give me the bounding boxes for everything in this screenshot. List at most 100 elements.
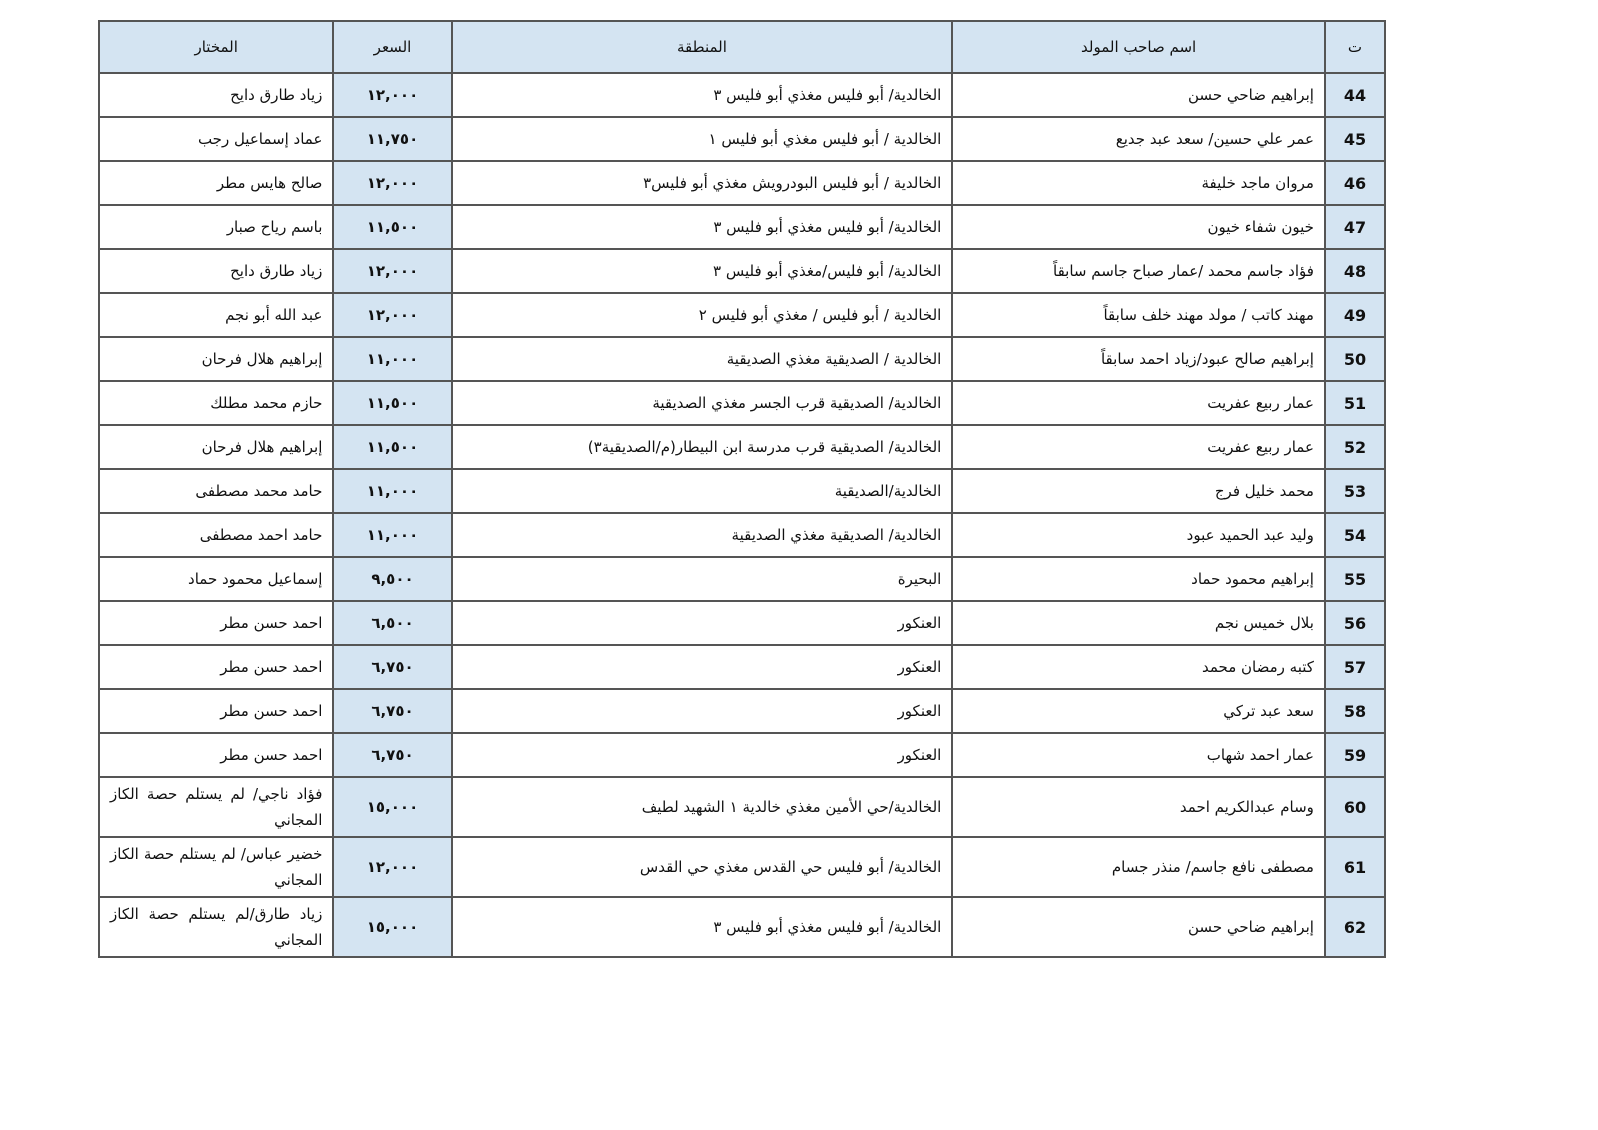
cell-num: 54 <box>1323 512 1387 558</box>
cell-name: إبراهيم محمود حماد <box>951 556 1326 602</box>
cell-price: ١٥,٠٠٠ <box>332 776 453 838</box>
generators-table: ت اسم صاحب المولد المنطقة السعر المختار … <box>97 20 1387 958</box>
cell-area: العنكور <box>450 732 954 778</box>
cell-num: 45 <box>1323 116 1387 162</box>
cell-mukhtar: عبد الله أبو نجم <box>97 292 335 338</box>
table-row: 51 عمار ربيع عفريت الخالدية/ الصديقية قرب … <box>97 380 1387 426</box>
cell-name: وليد عبد الحميد عبود <box>951 512 1326 558</box>
cell-name: كتبه رمضان محمد <box>951 644 1326 690</box>
cell-price: ١٢,٠٠٠ <box>332 292 453 338</box>
cell-price: ٦,٧٥٠ <box>332 688 453 734</box>
cell-area: الخالدية / أبو فليس مغذي أبو فليس ١ <box>450 116 954 162</box>
cell-mukhtar: إسماعيل محمود حماد <box>97 556 335 602</box>
cell-name: مصطفى نافع جاسم/ منذر جسام <box>951 836 1326 898</box>
cell-num: 52 <box>1323 424 1387 470</box>
cell-mukhtar: احمد حسن مطر <box>97 688 335 734</box>
cell-name: عمار ربيع عفريت <box>951 380 1326 426</box>
table-row: 60 وسام عبدالكريم احمد الخالدية/حي الأمين … <box>97 776 1387 838</box>
cell-mukhtar: زياد طارق دايح <box>97 248 335 294</box>
table-body: 44 إبراهيم ضاحي حسن الخالدية/ أبو فليس مغذ… <box>97 72 1387 958</box>
cell-mukhtar: احمد حسن مطر <box>97 732 335 778</box>
cell-num: 50 <box>1323 336 1387 382</box>
cell-price: ١١,٠٠٠ <box>332 512 453 558</box>
header-row: ت اسم صاحب المولد المنطقة السعر المختار <box>97 20 1387 74</box>
cell-num: 47 <box>1323 204 1387 250</box>
cell-area: البحيرة <box>450 556 954 602</box>
cell-price: ١١,٥٠٠ <box>332 380 453 426</box>
table-row: 53 محمد خليل فرج الخالدية/الصديقية ١١,٠٠٠ حا… <box>97 468 1387 514</box>
cell-area: العنكور <box>450 688 954 734</box>
cell-price: ١١,٠٠٠ <box>332 468 453 514</box>
cell-name: عمر علي حسين/ سعد عبد جديع <box>951 116 1326 162</box>
cell-num: 58 <box>1323 688 1387 734</box>
table-row: 50 إبراهيم صالح عبود/زياد احمد سابقاً الخا… <box>97 336 1387 382</box>
cell-price: ٦,٥٠٠ <box>332 600 453 646</box>
cell-price: ١١,٠٠٠ <box>332 336 453 382</box>
cell-mukhtar: احمد حسن مطر <box>97 600 335 646</box>
table-row: 59 عمار احمد شهاب العنكور ٦,٧٥٠ احمد حسن مطر <box>97 732 1387 778</box>
cell-mukhtar: فؤاد ناجي/ لم يستلم حصة الكاز المجاني <box>97 776 335 838</box>
cell-price: ١٢,٠٠٠ <box>332 72 453 118</box>
cell-num: 44 <box>1323 72 1387 118</box>
cell-name: سعد عبد تركي <box>951 688 1326 734</box>
cell-area: الخالدية/ أبو فليس مغذي أبو فليس ٣ <box>450 896 954 958</box>
table-row: 45 عمر علي حسين/ سعد عبد جديع الخالدية / أ… <box>97 116 1387 162</box>
cell-area: الخالدية/ أبو فليس مغذي أبو فليس ٣ <box>450 204 954 250</box>
table-row: 49 مهند كاتب / مولد مهند خلف سابقاً الخالد… <box>97 292 1387 338</box>
table-row: 58 سعد عبد تركي العنكور ٦,٧٥٠ احمد حسن مطر <box>97 688 1387 734</box>
cell-price: ١٢,٠٠٠ <box>332 248 453 294</box>
cell-name: وسام عبدالكريم احمد <box>951 776 1326 838</box>
cell-mukhtar: خضير عباس/ لم يستلم حصة الكاز المجاني <box>97 836 335 898</box>
cell-name: فؤاد جاسم محمد /عمار صباح جاسم سابقاً <box>951 248 1326 294</box>
header-name: اسم صاحب المولد <box>951 20 1326 74</box>
cell-num: 62 <box>1323 896 1387 958</box>
header-num: ت <box>1323 20 1387 74</box>
header-mukhtar: المختار <box>97 20 335 74</box>
cell-num: 51 <box>1323 380 1387 426</box>
cell-name: محمد خليل فرج <box>951 468 1326 514</box>
cell-mukhtar: حامد محمد مصطفى <box>97 468 335 514</box>
cell-mukhtar: زياد طارق دايح <box>97 72 335 118</box>
cell-price: ٦,٧٥٠ <box>332 644 453 690</box>
cell-area: الخالدية / الصديقية مغذي الصديقية <box>450 336 954 382</box>
table-row: 46 مروان ماجد خليفة الخالدية / أبو فليس ال… <box>97 160 1387 206</box>
cell-num: 49 <box>1323 292 1387 338</box>
table-row: 61 مصطفى نافع جاسم/ منذر جسام الخالدية/ أب… <box>97 836 1387 898</box>
cell-area: الخالدية / أبو فليس البودرويش مغذي أبو ف… <box>450 160 954 206</box>
cell-name: عمار احمد شهاب <box>951 732 1326 778</box>
cell-area: الخالدية/الصديقية <box>450 468 954 514</box>
cell-price: ٩,٥٠٠ <box>332 556 453 602</box>
cell-name: مهند كاتب / مولد مهند خلف سابقاً <box>951 292 1326 338</box>
table-row: 56 بلال خميس نجم العنكور ٦,٥٠٠ احمد حسن مطر <box>97 600 1387 646</box>
cell-area: الخالدية/ أبو فليس حي القدس مغذي حي القد… <box>450 836 954 898</box>
table-row: 54 وليد عبد الحميد عبود الخالدية/ الصديقية… <box>97 512 1387 558</box>
cell-num: 46 <box>1323 160 1387 206</box>
table-row: 52 عمار ربيع عفريت الخالدية/ الصديقية قرب … <box>97 424 1387 470</box>
header-price: السعر <box>332 20 453 74</box>
cell-area: الخالدية/ الصديقية قرب الجسر مغذي الصديق… <box>450 380 954 426</box>
cell-price: ١٢,٠٠٠ <box>332 836 453 898</box>
cell-mukhtar: إبراهيم هلال فرحان <box>97 424 335 470</box>
cell-mukhtar: حامد احمد مصطفى <box>97 512 335 558</box>
cell-name: إبراهيم ضاحي حسن <box>951 72 1326 118</box>
cell-num: 60 <box>1323 776 1387 838</box>
cell-num: 57 <box>1323 644 1387 690</box>
cell-price: ١١,٥٠٠ <box>332 424 453 470</box>
cell-num: 53 <box>1323 468 1387 514</box>
cell-num: 56 <box>1323 600 1387 646</box>
cell-mukhtar: صالح هايس مطر <box>97 160 335 206</box>
cell-num: 61 <box>1323 836 1387 898</box>
cell-name: خيون شفاء خيون <box>951 204 1326 250</box>
cell-mukhtar: باسم رياح صبار <box>97 204 335 250</box>
header-area: المنطقة <box>450 20 954 74</box>
table-row: 44 إبراهيم ضاحي حسن الخالدية/ أبو فليس مغذ… <box>97 72 1387 118</box>
table-row: 57 كتبه رمضان محمد العنكور ٦,٧٥٠ احمد حسن مط… <box>97 644 1387 690</box>
cell-mukhtar: زياد طارق/لم يستلم حصة الكاز المجاني <box>97 896 335 958</box>
cell-num: 48 <box>1323 248 1387 294</box>
table-row: 62 إبراهيم ضاحي حسن الخالدية/ أبو فليس مغذ… <box>97 896 1387 958</box>
cell-price: ٦,٧٥٠ <box>332 732 453 778</box>
cell-price: ١٢,٠٠٠ <box>332 160 453 206</box>
cell-area: العنكور <box>450 644 954 690</box>
table-row: 55 إبراهيم محمود حماد البحيرة ٩,٥٠٠ إسماعيل … <box>97 556 1387 602</box>
cell-area: الخالدية/ الصديقية مغذي الصديقية <box>450 512 954 558</box>
